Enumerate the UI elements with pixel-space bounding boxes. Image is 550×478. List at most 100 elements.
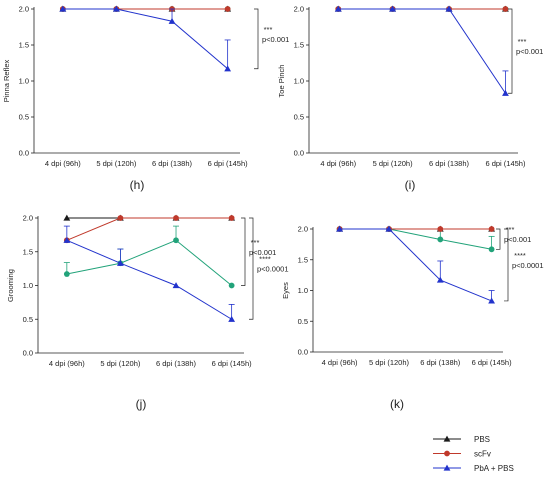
y-tick-label: 1.0 xyxy=(294,77,304,86)
data-point xyxy=(488,246,495,253)
x-tick-label: 6 dpi (145h) xyxy=(208,159,249,168)
data-point xyxy=(63,236,71,243)
x-tick-label: 4 dpi (96h) xyxy=(49,359,85,368)
legend-label: scFv xyxy=(474,450,491,459)
series-line xyxy=(338,8,506,94)
data-point xyxy=(488,226,495,232)
series-pba-pbs xyxy=(63,225,236,322)
data-point xyxy=(228,282,235,289)
series-pba-scfv xyxy=(336,226,495,253)
panel-label: (h) xyxy=(130,178,145,192)
y-tick-label: 0.0 xyxy=(298,348,308,357)
x-tick-label: 6 dpi (145h) xyxy=(472,358,513,367)
p-value-label: p<0.001 xyxy=(262,35,289,44)
data-point xyxy=(334,5,342,12)
significance-bracket xyxy=(504,228,509,302)
legend-entry: PBS xyxy=(433,435,490,444)
y-axis-label: Grooming xyxy=(6,269,15,302)
legend-entry: scFv xyxy=(433,450,491,459)
data-point xyxy=(437,226,444,232)
x-tick-label: 5 dpi (120h) xyxy=(96,159,137,168)
y-tick-label: 2.0 xyxy=(294,5,304,14)
significance-stars: *** xyxy=(251,238,260,247)
y-tick-label: 0.5 xyxy=(294,113,304,122)
y-axis-label: Toe Pinch xyxy=(277,65,286,98)
x-tick-label: 6 dpi (138h) xyxy=(152,159,193,168)
series-line xyxy=(66,239,232,320)
data-point xyxy=(113,5,120,12)
data-point xyxy=(336,225,343,232)
significance-bracket xyxy=(496,228,501,250)
data-point xyxy=(228,315,236,322)
data-point xyxy=(445,5,453,12)
significance-stars: **** xyxy=(514,251,526,260)
significance-annotation: ****p<0.0001 xyxy=(504,228,544,302)
x-tick-label: 6 dpi (145h) xyxy=(212,359,253,368)
panel-label: (j) xyxy=(136,397,147,411)
y-tick-label: 0.0 xyxy=(23,349,33,358)
significance-bracket xyxy=(254,8,259,70)
x-tick-label: 6 dpi (138h) xyxy=(429,159,470,168)
p-value-label: p<0.001 xyxy=(249,248,276,257)
data-point xyxy=(117,215,124,221)
series-line xyxy=(62,8,228,70)
significance-annotation: ***p<0.001 xyxy=(496,225,531,250)
y-tick-label: 0.5 xyxy=(298,317,308,326)
legend-label: PbA + PBS xyxy=(474,464,514,473)
panel-label: (k) xyxy=(390,397,404,411)
y-tick-label: 1.0 xyxy=(23,281,33,290)
series-scfv xyxy=(63,215,235,244)
y-tick-label: 0.5 xyxy=(19,113,29,122)
legend-marker xyxy=(444,450,450,457)
chart-panel-1: 0.0 0.5 1.0 1.5 2.0 4 dpi (96h) 5 dpi (120h) 6 … xyxy=(277,5,543,192)
significance-stars: *** xyxy=(264,25,273,34)
series-pba-pbs xyxy=(59,5,232,72)
data-point xyxy=(173,237,179,244)
data-point xyxy=(63,271,70,277)
data-point xyxy=(224,65,232,72)
panel-label: (i) xyxy=(405,178,416,192)
y-tick-label: 0.0 xyxy=(294,149,304,158)
y-axis-label: Pinna Reflex xyxy=(2,59,11,102)
data-point xyxy=(436,276,444,283)
data-point xyxy=(389,5,396,12)
series-pba-pbs xyxy=(336,225,495,304)
y-tick-label: 1.5 xyxy=(23,247,33,256)
y-tick-label: 1.5 xyxy=(298,255,308,264)
series-pba-scfv xyxy=(63,225,235,289)
significance-stars: *** xyxy=(506,225,515,234)
x-tick-label: 4 dpi (96h) xyxy=(45,159,81,168)
data-point xyxy=(488,297,495,304)
significance-stars: **** xyxy=(259,255,271,264)
x-tick-label: 6 dpi (138h) xyxy=(156,359,197,368)
data-point xyxy=(173,215,179,221)
y-tick-label: 2.0 xyxy=(23,214,33,223)
data-point xyxy=(168,17,176,24)
data-point xyxy=(63,214,71,221)
data-point xyxy=(502,6,509,12)
significance-annotation: ***p<0.001 xyxy=(241,217,276,286)
data-point xyxy=(224,6,231,12)
significance-bracket xyxy=(241,217,246,286)
significance-annotation: ***p<0.001 xyxy=(254,8,289,70)
legend-label: PBS xyxy=(474,435,490,444)
x-tick-label: 4 dpi (96h) xyxy=(322,358,358,367)
p-value-label: p<0.0001 xyxy=(512,261,544,270)
significance-annotation: ****p<0.0001 xyxy=(249,217,289,320)
x-tick-label: 5 dpi (120h) xyxy=(369,358,410,367)
chart-panel-0: 0.0 0.5 1.0 1.5 2.0 4 dpi (96h) 5 dpi (120h) 6 … xyxy=(2,5,289,192)
legend-marker xyxy=(443,435,451,442)
p-value-label: p<0.001 xyxy=(516,47,543,56)
data-point xyxy=(172,282,180,289)
data-point xyxy=(502,89,509,96)
series-line xyxy=(339,228,492,302)
y-tick-label: 1.5 xyxy=(19,41,29,50)
series-line xyxy=(66,239,232,286)
legend-marker xyxy=(443,464,451,471)
chart-panel-3: 0.0 0.5 1.0 1.5 2.0 4 dpi (96h) 5 dpi (120h) 6 … xyxy=(281,225,544,411)
chart-panel-2: 0.0 0.5 1.0 1.5 2.0 4 dpi (96h) 5 dpi (120h) 6 … xyxy=(6,214,289,411)
x-tick-label: 6 dpi (138h) xyxy=(420,358,461,367)
y-tick-label: 2.0 xyxy=(298,225,308,234)
x-tick-label: 5 dpi (120h) xyxy=(100,359,141,368)
